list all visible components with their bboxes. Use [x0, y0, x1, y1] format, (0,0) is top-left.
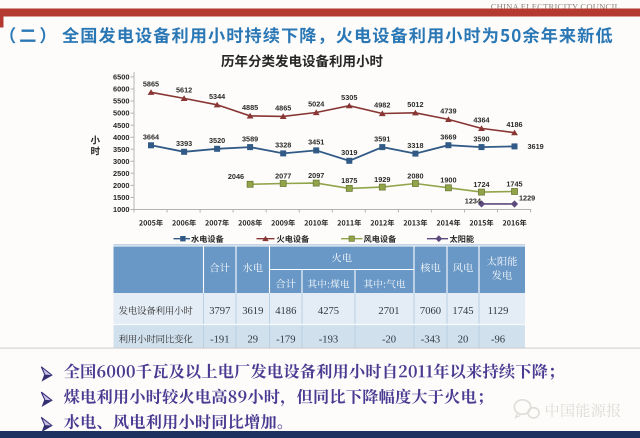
svg-text:1724: 1724 [473, 180, 490, 189]
svg-text:4500: 4500 [113, 121, 129, 130]
svg-text:4364: 4364 [473, 116, 490, 125]
svg-text:2077: 2077 [275, 171, 291, 180]
svg-text:1234: 1234 [465, 197, 482, 206]
svg-text:3590: 3590 [473, 134, 489, 143]
svg-text:1500: 1500 [113, 193, 129, 202]
svg-text:3393: 3393 [176, 139, 192, 148]
svg-text:3500: 3500 [113, 145, 129, 154]
svg-text:4275: 4275 [318, 306, 339, 317]
svg-text:5000: 5000 [113, 109, 129, 118]
svg-text:3619: 3619 [242, 306, 263, 317]
svg-text:3318: 3318 [407, 141, 423, 150]
svg-text:1745: 1745 [452, 306, 473, 317]
svg-text:4000: 4000 [113, 133, 129, 142]
svg-text:6500: 6500 [113, 73, 129, 82]
svg-text:4885: 4885 [242, 103, 258, 112]
svg-text:1929: 1929 [374, 175, 390, 184]
svg-text:3589: 3589 [242, 134, 258, 143]
svg-text:5865: 5865 [143, 80, 159, 89]
svg-text:5344: 5344 [209, 92, 226, 101]
svg-text:-343: -343 [421, 335, 440, 346]
svg-text:6000: 6000 [113, 85, 129, 94]
svg-text:2080: 2080 [407, 171, 423, 180]
svg-text:5024: 5024 [308, 100, 325, 109]
svg-text:3451: 3451 [308, 138, 324, 147]
svg-text:4739: 4739 [440, 107, 456, 116]
svg-text:3797: 3797 [209, 306, 230, 317]
svg-text:3664: 3664 [143, 133, 160, 142]
svg-text:4186: 4186 [506, 120, 522, 129]
svg-text:2500: 2500 [113, 169, 129, 178]
svg-text:7060: 7060 [420, 306, 441, 317]
svg-text:5500: 5500 [113, 97, 129, 106]
svg-text:2097: 2097 [308, 171, 324, 180]
svg-text:4186: 4186 [275, 306, 296, 317]
svg-text:2046: 2046 [228, 172, 244, 181]
svg-text:20: 20 [458, 335, 469, 346]
svg-text:5305: 5305 [341, 93, 357, 102]
svg-text:3000: 3000 [113, 157, 129, 166]
svg-text:1875: 1875 [341, 176, 357, 185]
svg-text:3520: 3520 [209, 136, 225, 145]
svg-text:3669: 3669 [440, 132, 456, 141]
svg-text:29: 29 [248, 335, 259, 346]
svg-text:1000: 1000 [113, 205, 129, 214]
svg-text:1229: 1229 [519, 194, 535, 203]
svg-text:3591: 3591 [374, 134, 390, 143]
svg-text:-20: -20 [382, 335, 396, 346]
svg-text:4865: 4865 [275, 104, 291, 113]
svg-text:-193: -193 [319, 335, 338, 346]
svg-text:1900: 1900 [440, 176, 456, 185]
svg-text:5612: 5612 [176, 86, 192, 95]
svg-text:1129: 1129 [488, 306, 509, 317]
svg-text:4982: 4982 [374, 101, 390, 110]
svg-text:3019: 3019 [341, 148, 357, 157]
svg-text:3328: 3328 [275, 141, 291, 150]
svg-text:3619: 3619 [528, 142, 544, 151]
svg-text:5012: 5012 [407, 100, 423, 109]
svg-text:2701: 2701 [378, 306, 399, 317]
svg-text:CHINA ELECTRICITY COUNCIL: CHINA ELECTRICITY COUNCIL [491, 1, 620, 11]
svg-text:2000: 2000 [113, 181, 129, 190]
svg-text:-191: -191 [210, 335, 229, 346]
svg-text:-96: -96 [491, 335, 505, 346]
svg-text:1745: 1745 [506, 179, 522, 188]
svg-text:-179: -179 [276, 335, 295, 346]
